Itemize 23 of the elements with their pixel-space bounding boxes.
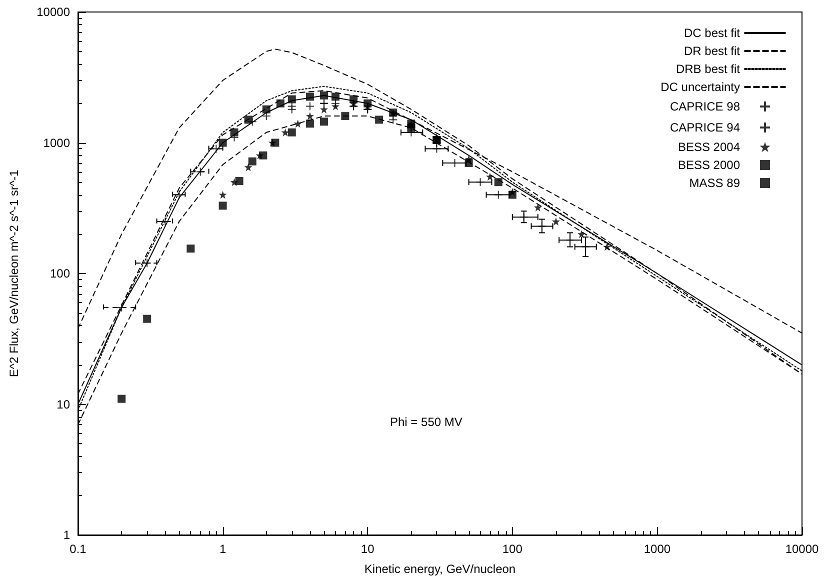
x-tick-label: 0.1 — [70, 542, 87, 556]
legend-label: BESS 2000 — [678, 158, 740, 172]
legend-label: DC best fit — [684, 26, 741, 40]
x-tick-label: 10000 — [785, 542, 820, 556]
x-tick-label: 10 — [360, 542, 375, 556]
legend-label: CAPRICE 94 — [670, 120, 740, 134]
y-tick-label: 10 — [56, 397, 70, 412]
legend-label: DRB best fit — [676, 62, 741, 76]
annotation: Phi = 550 MV — [390, 415, 462, 429]
legend-label: MASS 89 — [689, 176, 740, 190]
x-tick-label: 1000 — [644, 542, 671, 556]
y-tick-label: 10000 — [36, 5, 70, 19]
y-axis-title: E^2 Flux, GeV/nucleon m^-2 s^-1 sr^-1 — [7, 170, 21, 378]
x-axis-title: Kinetic energy, GeV/nucleon — [364, 562, 516, 576]
y-tick-label: 1 — [63, 528, 70, 542]
legend-label: BESS 2004 — [678, 140, 740, 154]
y-tick-label: 100 — [50, 266, 70, 280]
legend-label: DR best fit — [684, 44, 741, 58]
y-tick-label: 1000 — [43, 136, 70, 150]
x-tick-label: 1 — [219, 542, 226, 556]
legend-label: CAPRICE 98 — [670, 100, 740, 114]
legend-label: DC uncertainty — [660, 80, 740, 94]
x-tick-label: 100 — [502, 542, 523, 556]
